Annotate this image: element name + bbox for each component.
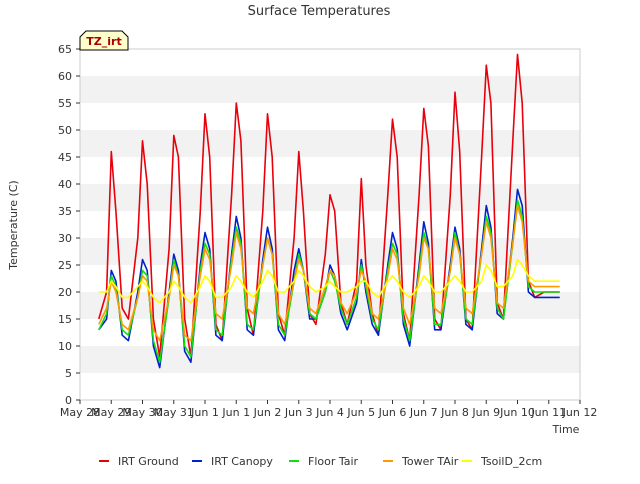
x-tick-label: Jun 1 [221,406,250,419]
x-tick-label: Jun 9 [471,406,500,419]
series-lines [98,53,560,369]
y-tick-label: 50 [58,124,72,137]
grid-band [80,130,580,157]
x-tick-label: Jun 3 [284,406,313,419]
grid-band [80,49,580,76]
grid-band [80,103,580,130]
grid-band [80,346,580,373]
y-tick-label: 65 [58,43,72,56]
x-tick-label: Jun 2 [253,406,282,419]
tz-badge: TZ_irt [79,30,129,51]
series-line-tower-tair [98,204,560,342]
x-tick-label: May 28 [60,406,100,419]
chart-title: Surface Temperatures [248,4,391,19]
legend-label: Floor Tair [308,455,359,468]
series-line-irt-canopy [98,188,560,369]
y-axis-label: Temperature (C) [7,180,20,270]
grid-band [80,76,580,103]
x-tick-label: May 29 [91,406,131,419]
grid-band [80,211,580,238]
x-tick-label: Jun 8 [440,406,469,419]
legend-label: IRT Canopy [211,455,273,468]
series-line-tsoild-2cm [98,258,560,304]
y-tick-label: 20 [58,286,72,299]
legend: IRT Ground IRT Canopy Floor Tair Tower TAir… [99,455,542,468]
y-tick-label: 15 [58,313,72,326]
grid-band [80,238,580,265]
y-tick-label: 0 [65,394,72,407]
x-tick-label: Jun 4 [315,406,344,419]
x-tick-label: Jun 7 [409,406,438,419]
x-tick-label: Jun 10 [499,406,535,419]
y-axis-ticks: 0 5 10 15 20 25 30 35 40 45 50 55 60 65 [58,43,80,407]
x-axis-label: Time [552,423,580,436]
x-tick-label: May 30 [122,406,162,419]
legend-label: Tower TAir [401,455,459,468]
x-tick-label: Jun 11 [530,406,566,419]
y-tick-label: 30 [58,232,72,245]
grid-band [80,373,580,400]
tz-badge-label: TZ_irt [86,35,121,48]
x-tick-label: Jun 6 [378,406,407,419]
y-tick-label: 25 [58,259,72,272]
x-tick-label: Jun 1 [190,406,219,419]
y-tick-label: 40 [58,178,72,191]
grid-band [80,157,580,184]
x-tick-label: Jun 5 [346,406,375,419]
y-tick-label: 60 [58,70,72,83]
y-tick-label: 10 [58,340,72,353]
y-tick-label: 5 [65,367,72,380]
y-tick-label: 35 [58,205,72,218]
x-tick-label: Jun 12 [562,406,598,419]
legend-label: IRT Ground [118,455,179,468]
series-line-irt-ground [98,53,560,358]
y-tick-label: 45 [58,151,72,164]
x-tick-label: May 31 [154,406,194,419]
y-tick-label: 55 [58,97,72,110]
legend-label: TsoilD_2cm [480,455,542,468]
